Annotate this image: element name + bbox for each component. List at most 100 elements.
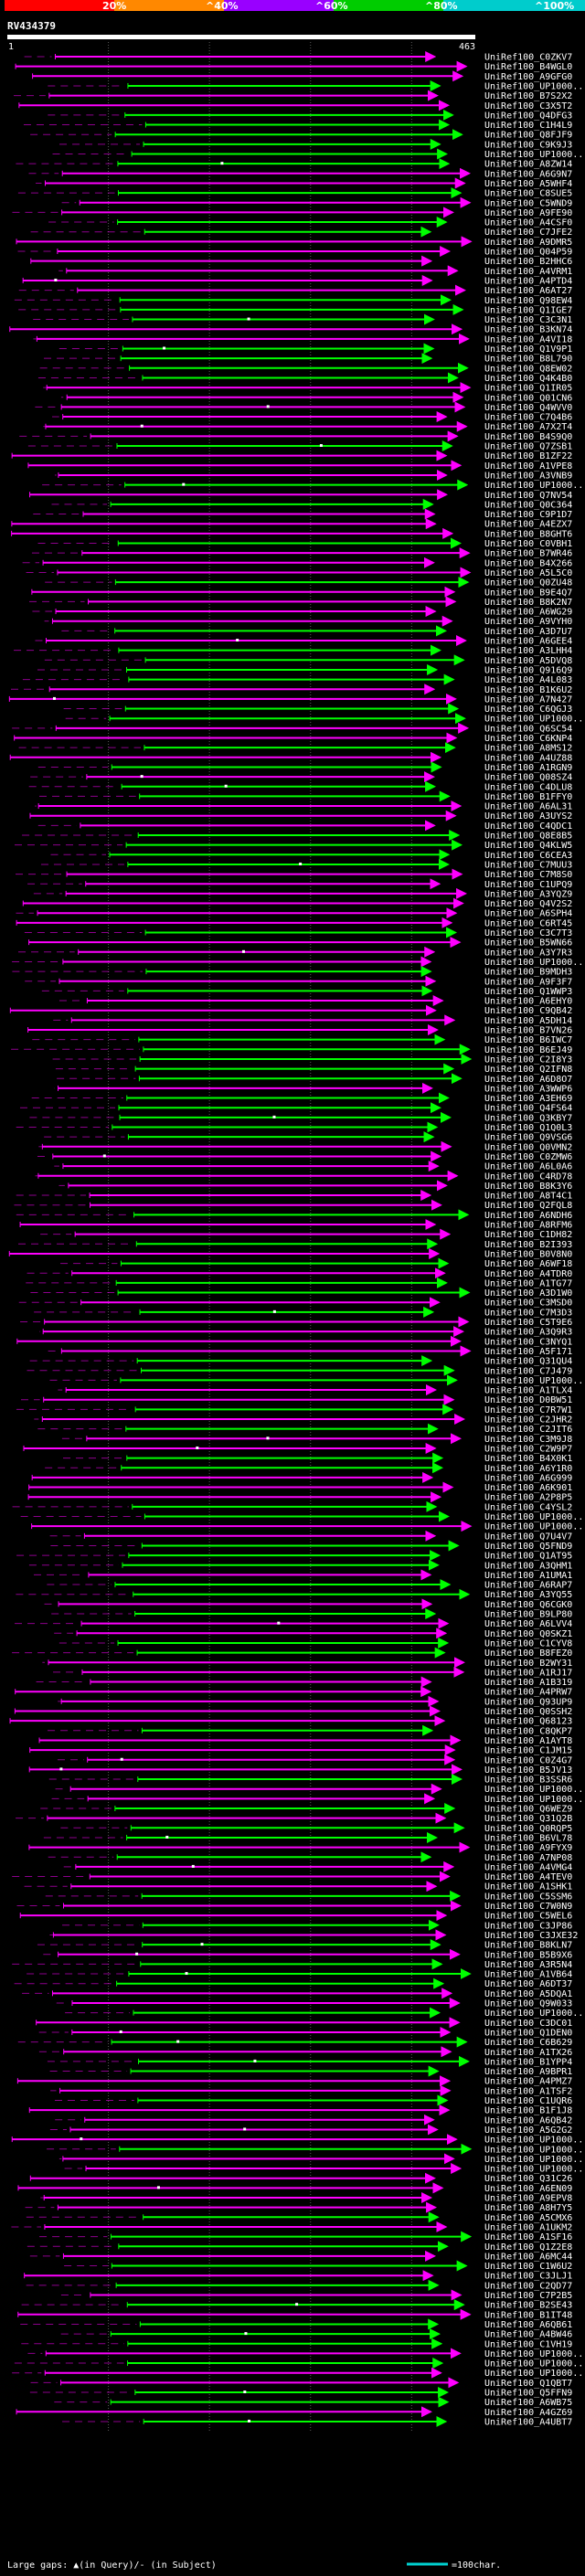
hit-row[interactable]: UniRef100_A6LVV4 [15, 1617, 572, 1629]
hit-row[interactable]: UniRef100_Q4WVV0 [35, 401, 572, 413]
hit-row[interactable]: UniRef100_C7P2B5 [60, 2289, 572, 2301]
hit-row[interactable]: UniRef100_C4RD78 [34, 1170, 572, 1182]
hit-label[interactable]: UniRef100_C6CEA3 [484, 851, 572, 861]
hit-row[interactable]: UniRef100_A5G2G2 [49, 2124, 572, 2136]
hit-row[interactable]: UniRef100_B3KN74 [9, 323, 573, 335]
hit-row[interactable]: UniRef100_A9FYX9 [28, 1841, 572, 1853]
hit-row[interactable]: UniRef100_A6Y1R0 [45, 1462, 572, 1474]
hit-row[interactable]: UniRef100_UP1000.. [31, 1521, 584, 1532]
hit-row[interactable]: UniRef100_C2JIT6 [37, 1423, 572, 1435]
hit-row[interactable]: UniRef100_C3NYQ1 [16, 1335, 573, 1347]
hit-row[interactable]: UniRef100_UP1000.. [20, 1511, 584, 1522]
hit-label[interactable]: UniRef100_Q7ZSB1 [484, 442, 572, 452]
hit-label[interactable]: UniRef100_C3JP86 [484, 1921, 572, 1931]
hit-row[interactable]: UniRef100_Q8FJF9 [30, 129, 572, 141]
hit-row[interactable]: UniRef100_C1DH82 [40, 1228, 572, 1240]
hit-row[interactable]: UniRef100_A9GFG0 [32, 70, 573, 82]
hit-label[interactable]: UniRef100_B6VL78 [484, 1833, 572, 1843]
hit-row[interactable]: UniRef100_A5CMX6 [26, 2211, 573, 2223]
hit-label[interactable]: UniRef100_B8K3Y6 [484, 1182, 572, 1192]
hit-row[interactable]: UniRef100_C7JFE2 [30, 226, 573, 238]
hit-row[interactable]: UniRef100_A4PMZ7 [16, 2075, 572, 2087]
hit-label[interactable]: UniRef100_C5WND9 [484, 198, 572, 208]
hit-label[interactable]: UniRef100_UP1000.. [484, 2145, 583, 2155]
hit-row[interactable]: UniRef100_C3M9J8 [61, 1433, 572, 1445]
hit-label[interactable]: UniRef100_A3YQZ9 [484, 889, 572, 899]
hit-row[interactable]: UniRef100_B7WR46 [31, 547, 572, 559]
hit-label[interactable]: UniRef100_B2WY31 [484, 1659, 572, 1669]
hit-label[interactable]: UniRef100_A1AYT8 [484, 1736, 572, 1746]
hit-label[interactable]: UniRef100_A7N427 [484, 694, 572, 705]
hit-label[interactable]: UniRef100_Q1V9P1 [484, 345, 572, 355]
hit-row[interactable]: UniRef100_Q31QU4 [29, 1355, 573, 1367]
hit-row[interactable]: UniRef100_Q7ZSB1 [27, 440, 572, 452]
hit-row[interactable]: UniRef100_A8ZW14 [16, 158, 572, 170]
hit-row[interactable]: UniRef100_A5DQA1 [22, 1988, 572, 1999]
hit-row[interactable]: UniRef100_B4S9Q0 [19, 430, 572, 442]
hit-row[interactable]: UniRef100_B1F1J8 [28, 2104, 572, 2116]
hit-label[interactable]: UniRef100_UP1000.. [484, 1512, 583, 1522]
hit-row[interactable]: UniRef100_UP1000.. [48, 80, 583, 91]
hit-label[interactable]: UniRef100_Q0VMN2 [484, 1142, 572, 1152]
hit-label[interactable]: UniRef100_A9FYX9 [484, 1843, 572, 1853]
hit-row[interactable]: UniRef100_A4EZX7 [11, 518, 572, 530]
hit-row[interactable]: UniRef100_C7J479 [27, 1364, 573, 1376]
hit-label[interactable]: UniRef100_UP1000.. [484, 1795, 583, 1805]
hit-label[interactable]: UniRef100_Q1AT95 [484, 1552, 572, 1562]
hit-label[interactable]: UniRef100_A6L0A6 [484, 1162, 572, 1172]
hit-row[interactable]: UniRef100_A4BW46 [60, 2328, 573, 2340]
hit-label[interactable]: UniRef100_A6LVV4 [484, 1619, 572, 1629]
hit-label[interactable]: UniRef100_C1UQR6 [484, 2096, 572, 2106]
hit-row[interactable]: UniRef100_B5JV13 [28, 1764, 572, 1776]
hit-row[interactable]: UniRef100_Q1V9P1 [58, 343, 572, 355]
hit-row[interactable]: UniRef100_C6QGJ3 [63, 703, 573, 715]
hit-label[interactable]: UniRef100_A4BW46 [484, 2330, 572, 2340]
hit-row[interactable]: UniRef100_B0V8N0 [8, 1247, 572, 1259]
hit-label[interactable]: UniRef100_A1SF16 [484, 2232, 572, 2242]
hit-row[interactable]: UniRef100_A6WB75 [54, 2396, 572, 2408]
hit-row[interactable]: UniRef100_A4CSF0 [48, 217, 572, 228]
hit-label[interactable]: UniRef100_B9LP80 [484, 1610, 572, 1620]
hit-row[interactable]: UniRef100_B5WN66 [28, 937, 573, 949]
hit-label[interactable]: UniRef100_A8RFM6 [484, 1221, 572, 1231]
hit-row[interactable]: UniRef100_A5DH14 [53, 1014, 572, 1026]
hit-label[interactable]: UniRef100_Q6WEZ9 [484, 1805, 572, 1815]
hit-row[interactable]: UniRef100_C6KNP4 [14, 732, 573, 744]
hit-label[interactable]: UniRef100_C1UPQ9 [484, 880, 572, 890]
hit-label[interactable]: UniRef100_UP1000.. [484, 1785, 583, 1795]
hit-row[interactable]: UniRef100_C7M8S0 [16, 868, 572, 880]
hit-label[interactable]: UniRef100_Q4WVV0 [484, 403, 572, 413]
hit-label[interactable]: UniRef100_A8T4C1 [484, 1192, 572, 1202]
hit-row[interactable]: UniRef100_B8L790 [44, 353, 572, 365]
hit-row[interactable]: UniRef100_B9LP80 [51, 1608, 572, 1620]
hit-row[interactable]: UniRef100_UP1000.. [65, 2007, 583, 2019]
hit-label[interactable]: UniRef100_UP1000.. [484, 958, 583, 968]
hit-label[interactable]: UniRef100_B4WGL0 [484, 62, 572, 72]
hit-label[interactable]: UniRef100_A1TSF2 [484, 2086, 572, 2096]
hit-label[interactable]: UniRef100_Q93UP9 [484, 1697, 572, 1707]
hit-row[interactable]: UniRef100_C8QKP7 [48, 1724, 572, 1736]
hit-label[interactable]: UniRef100_C2W9P7 [484, 1444, 572, 1454]
hit-label[interactable]: UniRef100_A9DMR5 [484, 238, 572, 248]
hit-label[interactable]: UniRef100_Q31C26 [484, 2174, 572, 2184]
hit-label[interactable]: UniRef100_B1ZF22 [484, 451, 572, 461]
hit-row[interactable]: UniRef100_B4X266 [22, 557, 573, 568]
hit-label[interactable]: UniRef100_Q8FJF9 [484, 131, 572, 141]
hit-row[interactable]: UniRef100_B3SSR6 [48, 1774, 573, 1786]
hit-label[interactable]: UniRef100_C6B629 [484, 2038, 572, 2048]
hit-row[interactable]: UniRef100_UP1000.. [42, 479, 583, 491]
hit-row[interactable]: UniRef100_Q9W033 [56, 1998, 573, 2009]
hit-row[interactable]: UniRef100_C0ZMW6 [37, 1150, 572, 1162]
hit-row[interactable]: UniRef100_A6AT27 [18, 284, 573, 296]
hit-label[interactable]: UniRef100_A4TDR0 [484, 1269, 572, 1279]
hit-row[interactable]: UniRef100_Q08SZ4 [30, 771, 572, 783]
hit-label[interactable]: UniRef100_C3NYQ1 [484, 1337, 572, 1347]
hit-row[interactable]: UniRef100_A5WHF4 [36, 177, 572, 189]
hit-label[interactable]: UniRef100_Q0ZU48 [484, 578, 572, 588]
hit-label[interactable]: UniRef100_C3C7T3 [484, 928, 572, 938]
hit-row[interactable]: UniRef100_C5SSM6 [45, 1890, 573, 1902]
hit-row[interactable]: UniRef100_Q01CN6 [60, 391, 572, 403]
hit-row[interactable]: UniRef100_A1TX26 [38, 2046, 572, 2058]
hit-row[interactable]: UniRef100_A4UZ88 [9, 751, 572, 763]
hit-label[interactable]: UniRef100_Q1DEN0 [484, 2028, 572, 2038]
